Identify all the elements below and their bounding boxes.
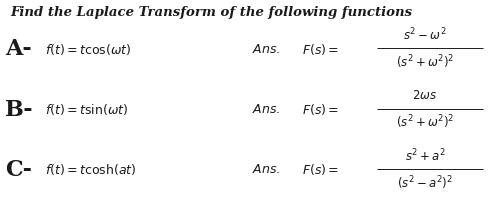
Text: $2\omega s$: $2\omega s$: [412, 89, 438, 102]
Text: $\it{Ans.}$: $\it{Ans.}$: [252, 43, 280, 56]
Text: $(s^2+\omega^2)^2$: $(s^2+\omega^2)^2$: [396, 54, 454, 71]
Text: $\it{Ans.}$: $\it{Ans.}$: [252, 103, 280, 116]
Text: A-: A-: [5, 38, 32, 60]
Text: $f(t)=t\cos(\omega t)$: $f(t)=t\cos(\omega t)$: [45, 42, 132, 57]
Text: Find the Laplace Transform of the following functions: Find the Laplace Transform of the follow…: [10, 6, 412, 19]
Text: $f(t)=t\cosh(at)$: $f(t)=t\cosh(at)$: [45, 162, 137, 177]
Text: B-: B-: [5, 99, 34, 121]
Text: C-: C-: [5, 159, 32, 181]
Text: $f(t)=t\sin(\omega t)$: $f(t)=t\sin(\omega t)$: [45, 102, 129, 117]
Text: $(s^2-a^2)^2$: $(s^2-a^2)^2$: [397, 174, 453, 192]
Text: $F(s)=$: $F(s)=$: [302, 42, 339, 57]
Text: $(s^2+\omega^2)^2$: $(s^2+\omega^2)^2$: [396, 114, 454, 131]
Text: $F(s)=$: $F(s)=$: [302, 102, 339, 117]
Text: $F(s)=$: $F(s)=$: [302, 162, 339, 177]
Text: $s^2-\omega^2$: $s^2-\omega^2$: [403, 27, 447, 44]
Text: $\it{Ans.}$: $\it{Ans.}$: [252, 163, 280, 176]
Text: $s^2+a^2$: $s^2+a^2$: [404, 147, 446, 164]
